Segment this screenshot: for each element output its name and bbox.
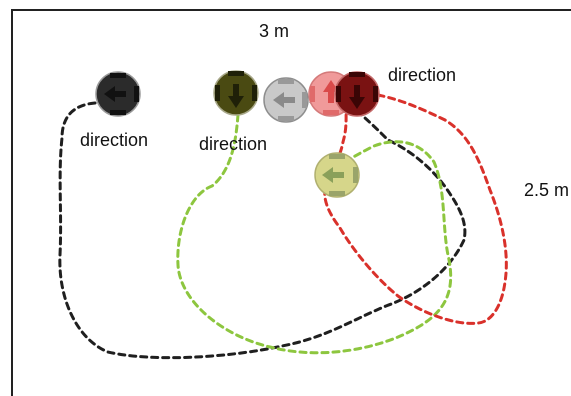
- arrow-left-icon: [322, 167, 344, 183]
- frame-top-border: [11, 9, 571, 11]
- direction-label-black: direction: [80, 130, 149, 150]
- arrow-down-icon: [228, 84, 244, 108]
- red-trajectory-path: [323, 93, 508, 325]
- black-robot-marker: [95, 71, 141, 117]
- width-measure-label: 3 m: [259, 21, 290, 41]
- direction-label-red: direction: [388, 65, 457, 85]
- arrow-left-icon: [273, 92, 295, 108]
- black-trajectory-path: [58, 97, 467, 360]
- yellowgreen-robot-marker: [314, 152, 360, 198]
- height-measure-label: 2.5 m: [524, 180, 570, 200]
- arrow-down-icon: [349, 85, 365, 109]
- arrow-left-icon: [104, 86, 126, 102]
- direction-label-olive: direction: [199, 134, 268, 154]
- olive-robot-marker: [213, 70, 259, 116]
- gray-robot-marker: [263, 77, 309, 123]
- frame-left-border: [11, 9, 13, 396]
- darkred-robot-marker: [334, 71, 380, 117]
- green-trajectory-path: [176, 113, 453, 355]
